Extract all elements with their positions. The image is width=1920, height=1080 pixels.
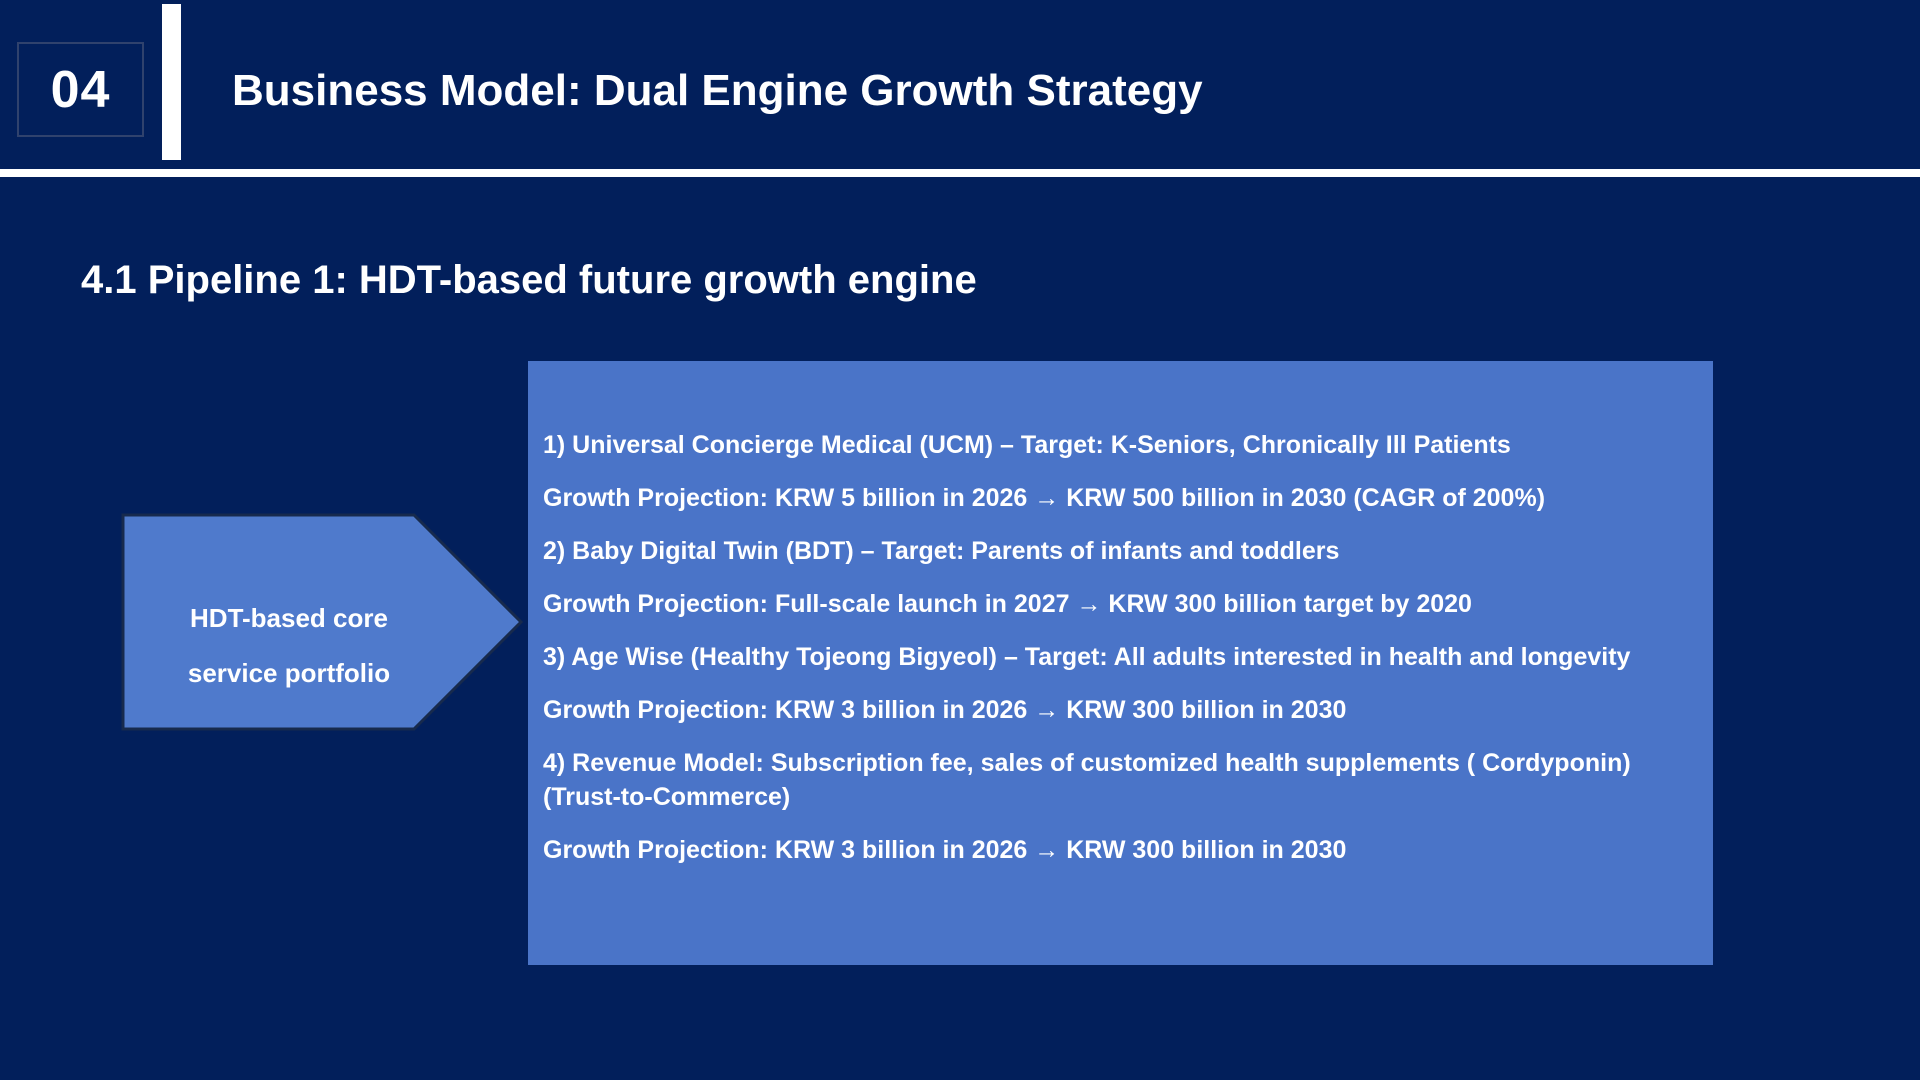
panel-paragraph: Growth Projection: KRW 5 billion in 2026… xyxy=(543,484,1546,512)
arrow-label-line2: service portfolio xyxy=(187,658,391,688)
arrow-label-line1: HDT-based core xyxy=(190,603,388,633)
section-heading: 4.1 Pipeline 1: HDT-based future growth … xyxy=(81,258,977,302)
arrow-shape xyxy=(121,513,524,731)
panel-paragraph: Growth Projection: KRW 3 billion in 2026… xyxy=(543,836,1347,864)
arrow-right-icon xyxy=(121,513,524,731)
panel-paragraph: 3) Age Wise (Healthy Tojeong Bigyeol) – … xyxy=(543,643,1631,671)
arrow-label: HDT-based core service portfolio xyxy=(123,515,455,728)
panel-paragraph: 1) Universal Concierge Medical (UCM) – T… xyxy=(543,431,1511,459)
panel-paragraph: 4) Revenue Model: Subscription fee, sale… xyxy=(543,749,1631,811)
header-divider-line xyxy=(0,169,1920,177)
page-title: Business Model: Dual Engine Growth Strat… xyxy=(232,66,1203,115)
panel-paragraph: 2) Baby Digital Twin (BDT) – Target: Par… xyxy=(543,537,1340,565)
panel-paragraph: Growth Projection: KRW 3 billion in 2026… xyxy=(543,696,1347,724)
slide-number: 04 xyxy=(50,60,111,119)
slide-number-box: 04 xyxy=(17,42,144,137)
panel-paragraph: Growth Projection: Full-scale launch in … xyxy=(543,590,1472,618)
header-accent-bar xyxy=(162,4,181,160)
content-panel: 1) Universal Concierge Medical (UCM) – T… xyxy=(528,361,1713,965)
